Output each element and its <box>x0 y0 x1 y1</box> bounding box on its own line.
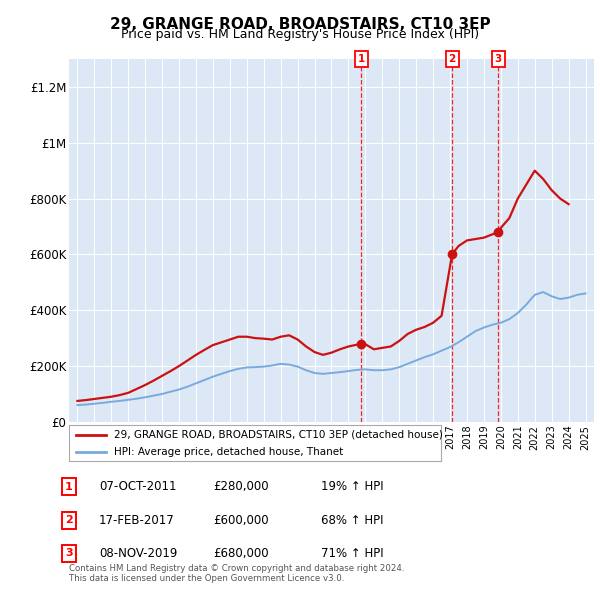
Text: Price paid vs. HM Land Registry's House Price Index (HPI): Price paid vs. HM Land Registry's House … <box>121 28 479 41</box>
Text: 29, GRANGE ROAD, BROADSTAIRS, CT10 3EP (detached house): 29, GRANGE ROAD, BROADSTAIRS, CT10 3EP (… <box>113 430 443 440</box>
Text: 1: 1 <box>358 54 365 64</box>
Text: 19% ↑ HPI: 19% ↑ HPI <box>321 480 383 493</box>
Text: £280,000: £280,000 <box>213 480 269 493</box>
Text: 29, GRANGE ROAD, BROADSTAIRS, CT10 3EP: 29, GRANGE ROAD, BROADSTAIRS, CT10 3EP <box>110 17 490 31</box>
Text: HPI: Average price, detached house, Thanet: HPI: Average price, detached house, Than… <box>113 447 343 457</box>
Text: £600,000: £600,000 <box>213 514 269 527</box>
Text: 68% ↑ HPI: 68% ↑ HPI <box>321 514 383 527</box>
Text: 07-OCT-2011: 07-OCT-2011 <box>99 480 176 493</box>
Text: 2: 2 <box>65 516 73 525</box>
Text: 3: 3 <box>494 54 502 64</box>
Text: Contains HM Land Registry data © Crown copyright and database right 2024.
This d: Contains HM Land Registry data © Crown c… <box>69 563 404 583</box>
Text: 17-FEB-2017: 17-FEB-2017 <box>99 514 175 527</box>
Text: 2: 2 <box>448 54 456 64</box>
Text: 3: 3 <box>65 549 73 558</box>
Text: 1: 1 <box>65 482 73 491</box>
Text: 71% ↑ HPI: 71% ↑ HPI <box>321 547 383 560</box>
Text: £680,000: £680,000 <box>213 547 269 560</box>
Text: 08-NOV-2019: 08-NOV-2019 <box>99 547 178 560</box>
